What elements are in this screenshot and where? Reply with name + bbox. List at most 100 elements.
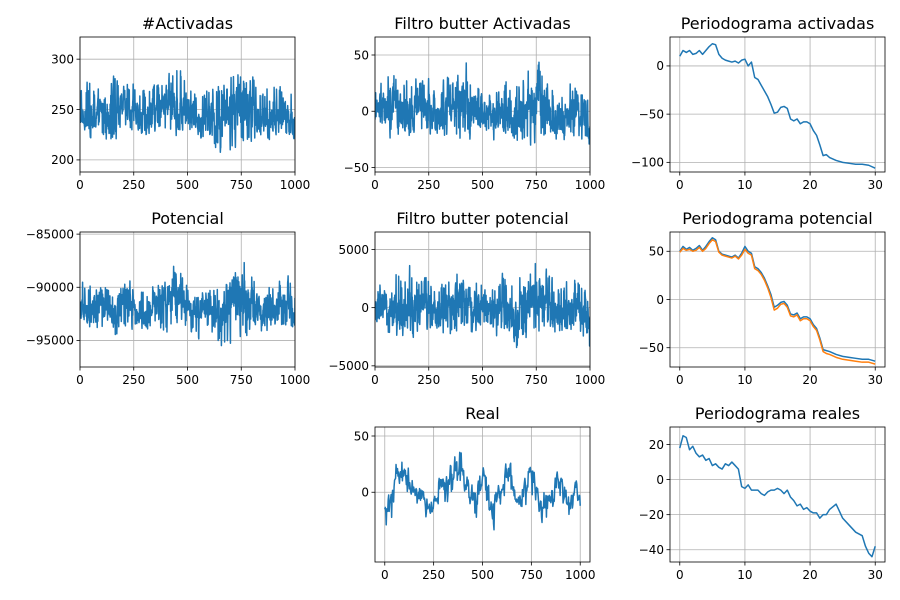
x-tick-label: 750 — [525, 373, 548, 387]
chart-title: Periodograma activadas — [681, 14, 875, 33]
axes-frame — [669, 426, 886, 563]
x-tick-label: 30 — [868, 373, 883, 387]
y-tick-label: 5000 — [338, 243, 369, 257]
series-line-0 — [375, 262, 590, 349]
x-tick-label: 250 — [417, 178, 440, 192]
axes-frame — [669, 36, 886, 173]
y-tick-label: −100 — [631, 156, 664, 170]
y-tick-label: 20 — [649, 438, 664, 452]
series-line-1 — [679, 238, 876, 365]
y-tick-label: 50 — [354, 48, 369, 62]
y-tick-label: 0 — [361, 301, 369, 315]
ticks: 0 250 500 750 1000 −95000 −90000 −85000 — [26, 227, 311, 387]
ticks: 0 250 500 750 1000 0 50 — [354, 429, 596, 582]
x-tick-label: 0 — [676, 568, 684, 582]
y-tick-label: −40 — [639, 543, 664, 557]
x-tick-label: 1000 — [565, 568, 596, 582]
y-tick-label: −50 — [639, 107, 664, 121]
chart-title: Periodograma potencial — [682, 209, 872, 228]
x-tick-label: 500 — [176, 373, 199, 387]
chart-title: Periodograma reales — [695, 404, 860, 423]
x-tick-label: 1000 — [280, 373, 311, 387]
x-tick-label: 30 — [868, 568, 883, 582]
y-tick-label: −50 — [344, 161, 369, 175]
x-tick-label: 250 — [122, 373, 145, 387]
subplot-real: 0 250 500 750 1000 0 50 Real — [354, 404, 596, 582]
ticks: 0 250 500 750 1000 200 250 300 — [51, 52, 310, 192]
x-tick-label: 500 — [471, 373, 494, 387]
series-line-0 — [80, 69, 295, 154]
x-tick-label: 0 — [76, 178, 84, 192]
y-tick-label: −85000 — [26, 227, 74, 241]
series-line-0 — [679, 43, 876, 169]
gridlines — [670, 232, 885, 367]
y-tick-label: 300 — [51, 52, 74, 66]
chart-title: Potencial — [151, 209, 224, 228]
y-tick-label: 0 — [656, 59, 664, 73]
x-tick-label: 750 — [230, 373, 253, 387]
gridlines — [375, 427, 590, 562]
x-tick-label: 500 — [471, 568, 494, 582]
subplot-potencial: 0 250 500 750 1000 −95000 −90000 −85000 Potencia… — [26, 209, 311, 387]
x-tick-label: 20 — [802, 568, 817, 582]
y-tick-label: −5000 — [328, 359, 369, 373]
x-tick-label: 1000 — [575, 178, 606, 192]
x-tick-label: 0 — [676, 373, 684, 387]
gridlines — [670, 37, 885, 172]
x-tick-label: 500 — [176, 178, 199, 192]
x-tick-label: 0 — [76, 373, 84, 387]
subplot-activadas: 0 250 500 750 1000 200 250 300 #Activadas — [51, 14, 310, 192]
y-tick-label: 50 — [354, 429, 369, 443]
x-tick-label: 0 — [371, 373, 379, 387]
subplot-periodograma-potencial: 0 10 20 30 −50 0 50 Periodograma potencial — [639, 209, 886, 387]
chart-title: Real — [465, 404, 500, 423]
x-tick-label: 250 — [417, 373, 440, 387]
chart-title: Filtro butter potencial — [396, 209, 568, 228]
y-tick-label: 0 — [361, 105, 369, 119]
series-line-0 — [80, 261, 295, 347]
x-tick-label: 500 — [471, 178, 494, 192]
x-tick-label: 250 — [422, 568, 445, 582]
ticks: 0 10 20 30 −100 −50 0 — [631, 59, 883, 192]
series-line-0 — [384, 451, 581, 531]
ticks: 0 10 20 30 −50 0 50 — [639, 245, 883, 387]
x-tick-label: 10 — [737, 178, 752, 192]
series-line-0 — [375, 61, 590, 146]
x-tick-label: 1000 — [280, 178, 311, 192]
y-tick-label: 50 — [649, 245, 664, 259]
y-tick-label: −50 — [639, 341, 664, 355]
y-tick-label: −95000 — [26, 334, 74, 348]
x-tick-label: 750 — [230, 178, 253, 192]
y-tick-label: 0 — [656, 473, 664, 487]
x-tick-label: 30 — [868, 178, 883, 192]
y-tick-label: 0 — [361, 486, 369, 500]
y-tick-label: −90000 — [26, 281, 74, 295]
y-tick-label: 0 — [656, 293, 664, 307]
x-tick-label: 0 — [381, 568, 389, 582]
y-tick-label: −20 — [639, 508, 664, 522]
series-line-0 — [679, 435, 876, 558]
chart-title: #Activadas — [142, 14, 233, 33]
subplot-periodograma-activadas: 0 10 20 30 −100 −50 0 Periodograma activadas — [631, 14, 886, 192]
x-tick-label: 250 — [122, 178, 145, 192]
x-tick-label: 0 — [676, 178, 684, 192]
x-tick-label: 10 — [737, 373, 752, 387]
gridlines — [670, 427, 885, 562]
subplot-periodograma-reales: 0 10 20 30 −40 −20 0 20 Periodograma reales — [639, 404, 886, 582]
x-tick-label: 20 — [802, 178, 817, 192]
x-tick-label: 10 — [737, 568, 752, 582]
x-tick-label: 750 — [520, 568, 543, 582]
ticks: 0 10 20 30 −40 −20 0 20 — [639, 438, 883, 582]
y-tick-label: 250 — [51, 103, 74, 117]
y-tick-label: 200 — [51, 153, 74, 167]
x-tick-label: 20 — [802, 373, 817, 387]
x-tick-label: 0 — [371, 178, 379, 192]
x-tick-label: 1000 — [575, 373, 606, 387]
chart-title: Filtro butter Activadas — [394, 14, 570, 33]
x-tick-label: 750 — [525, 178, 548, 192]
